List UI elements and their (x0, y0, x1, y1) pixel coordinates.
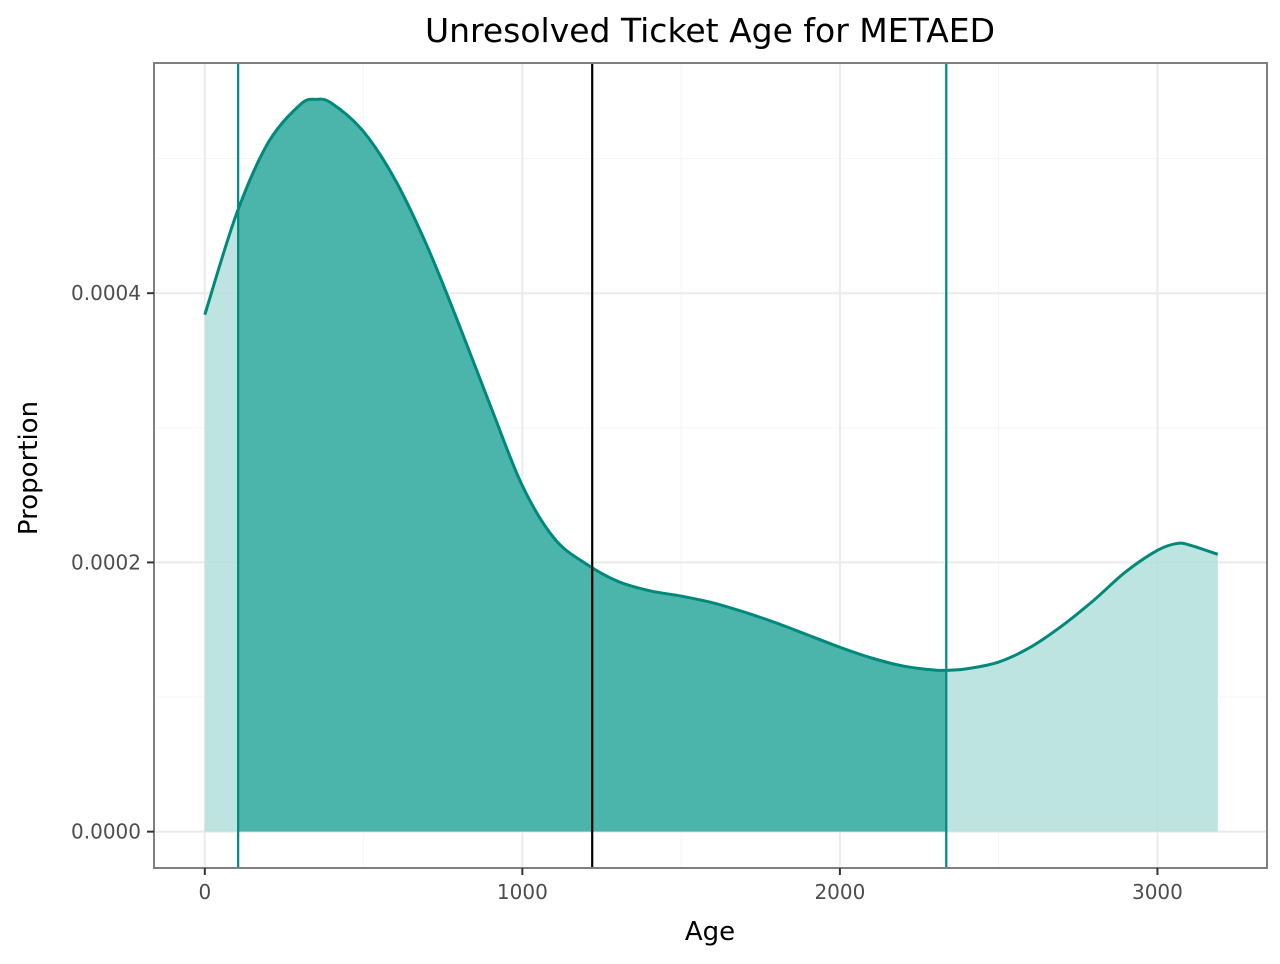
axis-ticks: 0 1000 2000 3000 0.0000 0.0002 0.0004 (71, 281, 1183, 904)
density-interval-fill (238, 99, 947, 832)
y-tick-label: 0.0002 (71, 550, 141, 574)
x-tick-label: 2000 (814, 880, 865, 904)
reference-lines (237, 63, 948, 868)
y-tick-label: 0.0004 (71, 281, 141, 305)
density-fills (204, 99, 1218, 832)
x-tick-label: 0 (198, 880, 211, 904)
x-axis-label: Age (685, 917, 735, 947)
x-tick-label: 1000 (497, 880, 548, 904)
panel-border (153, 62, 1268, 869)
x-tick-label: 3000 (1132, 880, 1183, 904)
density-curve-layer (203, 97, 1219, 672)
y-axis-label: Proportion (14, 401, 44, 535)
y-tick-label: 0.0000 (71, 820, 141, 844)
chart-title: Unresolved Ticket Age for METAED (425, 11, 995, 50)
density-curve (203, 97, 1219, 672)
